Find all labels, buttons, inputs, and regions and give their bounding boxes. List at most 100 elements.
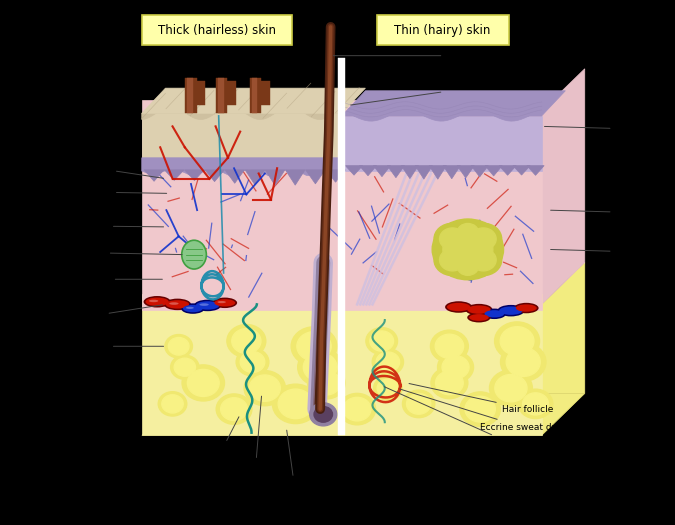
Circle shape xyxy=(434,244,471,276)
Circle shape xyxy=(374,376,402,400)
Text: Opening of sweat duct: Opening of sweat duct xyxy=(350,80,546,105)
Circle shape xyxy=(377,379,398,397)
Polygon shape xyxy=(142,113,342,165)
Polygon shape xyxy=(142,158,342,176)
Text: Thin (hairy) skin: Thin (hairy) skin xyxy=(394,24,491,37)
Polygon shape xyxy=(205,170,224,182)
Text: Hair shaft: Hair shaft xyxy=(333,51,491,60)
Ellipse shape xyxy=(447,303,470,311)
Circle shape xyxy=(297,332,331,361)
Ellipse shape xyxy=(181,303,205,314)
Ellipse shape xyxy=(445,301,472,313)
Circle shape xyxy=(313,371,340,395)
Circle shape xyxy=(442,356,469,379)
Text: Reticular dermis: Reticular dermis xyxy=(34,222,163,230)
Text: Dermal nerve fibres: Dermal nerve fibres xyxy=(177,417,267,455)
Circle shape xyxy=(465,396,495,422)
Bar xyxy=(252,78,257,113)
Polygon shape xyxy=(265,170,285,185)
Polygon shape xyxy=(527,165,544,175)
Circle shape xyxy=(344,397,371,421)
Polygon shape xyxy=(342,91,566,116)
Circle shape xyxy=(431,330,468,362)
Circle shape xyxy=(495,322,539,360)
Ellipse shape xyxy=(500,307,522,315)
Text: Epidermis: Epidermis xyxy=(76,135,121,144)
Polygon shape xyxy=(542,262,585,435)
Circle shape xyxy=(182,365,225,401)
Circle shape xyxy=(221,398,248,421)
Polygon shape xyxy=(165,170,184,181)
Polygon shape xyxy=(142,100,542,310)
Circle shape xyxy=(372,349,404,375)
Ellipse shape xyxy=(144,296,171,308)
Text: Subcutis/hypodermis: Subcutis/hypodermis xyxy=(38,377,48,472)
Circle shape xyxy=(443,228,493,271)
Circle shape xyxy=(232,329,261,353)
Polygon shape xyxy=(387,165,404,177)
Ellipse shape xyxy=(217,301,226,303)
Circle shape xyxy=(437,352,474,383)
Ellipse shape xyxy=(182,240,207,269)
Circle shape xyxy=(171,355,199,379)
Circle shape xyxy=(501,343,546,381)
Text: Dermis: Dermis xyxy=(46,284,55,316)
Ellipse shape xyxy=(183,305,202,312)
Text: Arrector pili
muscle: Arrector pili muscle xyxy=(551,203,669,223)
Circle shape xyxy=(227,324,266,358)
Polygon shape xyxy=(142,107,342,120)
Circle shape xyxy=(339,393,375,425)
Circle shape xyxy=(165,334,192,358)
Polygon shape xyxy=(142,393,585,435)
Polygon shape xyxy=(286,170,305,185)
Bar xyxy=(194,81,205,105)
Ellipse shape xyxy=(194,300,221,311)
Polygon shape xyxy=(542,69,585,304)
Ellipse shape xyxy=(164,299,191,310)
Polygon shape xyxy=(245,170,265,185)
Ellipse shape xyxy=(467,312,491,322)
Circle shape xyxy=(308,367,345,399)
Ellipse shape xyxy=(514,303,539,313)
Polygon shape xyxy=(457,165,475,178)
Circle shape xyxy=(402,390,435,418)
Text: Thick (hairless) skin: Thick (hairless) skin xyxy=(159,24,277,37)
Text: Dermal
papillae: Dermal papillae xyxy=(545,119,651,139)
Polygon shape xyxy=(142,294,542,435)
FancyBboxPatch shape xyxy=(142,15,292,45)
Circle shape xyxy=(188,370,219,396)
Ellipse shape xyxy=(483,309,506,319)
Circle shape xyxy=(435,334,464,359)
Ellipse shape xyxy=(145,298,169,306)
Circle shape xyxy=(216,394,252,424)
Ellipse shape xyxy=(169,302,179,305)
Circle shape xyxy=(168,338,189,355)
Text: Sweat duct: Sweat duct xyxy=(59,275,163,284)
Polygon shape xyxy=(443,165,460,179)
Circle shape xyxy=(465,244,502,276)
Bar xyxy=(225,81,236,105)
Circle shape xyxy=(489,370,533,406)
Polygon shape xyxy=(471,165,488,177)
Circle shape xyxy=(495,374,527,402)
Ellipse shape xyxy=(215,299,236,307)
Ellipse shape xyxy=(516,304,537,312)
Text: Eccrine sweat gland: Eccrine sweat gland xyxy=(210,396,301,472)
Circle shape xyxy=(434,223,471,255)
Circle shape xyxy=(303,353,337,382)
Circle shape xyxy=(366,328,398,354)
Polygon shape xyxy=(346,165,362,175)
Circle shape xyxy=(457,257,479,275)
Circle shape xyxy=(457,224,479,242)
Circle shape xyxy=(249,375,280,401)
Circle shape xyxy=(506,348,540,376)
Circle shape xyxy=(518,389,553,418)
Ellipse shape xyxy=(469,314,489,321)
Circle shape xyxy=(240,352,265,372)
Circle shape xyxy=(314,406,333,422)
Polygon shape xyxy=(306,170,325,184)
Text: Superficial
arteriovenous
plexus: Superficial arteriovenous plexus xyxy=(48,151,163,181)
Polygon shape xyxy=(342,116,542,171)
Circle shape xyxy=(174,358,196,376)
Circle shape xyxy=(439,249,465,271)
